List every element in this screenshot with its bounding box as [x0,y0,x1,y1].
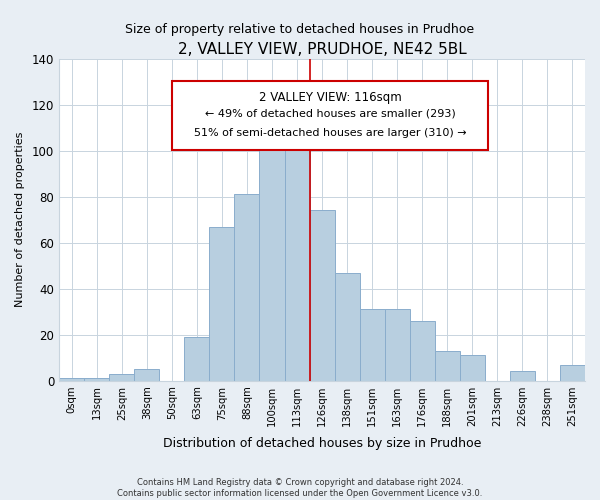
Bar [59,378,84,380]
Text: ← 49% of detached houses are smaller (293): ← 49% of detached houses are smaller (29… [205,108,455,118]
Bar [235,194,259,380]
Title: 2, VALLEY VIEW, PRUDHOE, NE42 5BL: 2, VALLEY VIEW, PRUDHOE, NE42 5BL [178,42,466,58]
Bar [335,272,359,380]
Y-axis label: Number of detached properties: Number of detached properties [15,132,25,308]
Bar [284,139,310,380]
Bar [560,364,585,380]
Bar [460,356,485,380]
Text: Size of property relative to detached houses in Prudhoe: Size of property relative to detached ho… [125,22,475,36]
Bar [385,310,410,380]
Bar [510,372,535,380]
Text: 2 VALLEY VIEW: 116sqm: 2 VALLEY VIEW: 116sqm [259,91,401,104]
X-axis label: Distribution of detached houses by size in Prudhoe: Distribution of detached houses by size … [163,437,481,450]
Bar [259,128,284,380]
Bar [435,351,460,380]
FancyBboxPatch shape [172,81,488,150]
Bar [109,374,134,380]
Bar [410,321,435,380]
Bar [359,310,385,380]
Bar [134,369,160,380]
Bar [184,337,209,380]
Text: Contains HM Land Registry data © Crown copyright and database right 2024.
Contai: Contains HM Land Registry data © Crown c… [118,478,482,498]
Bar [84,378,109,380]
Text: 51% of semi-detached houses are larger (310) →: 51% of semi-detached houses are larger (… [194,128,466,138]
Bar [310,210,335,380]
Bar [209,226,235,380]
